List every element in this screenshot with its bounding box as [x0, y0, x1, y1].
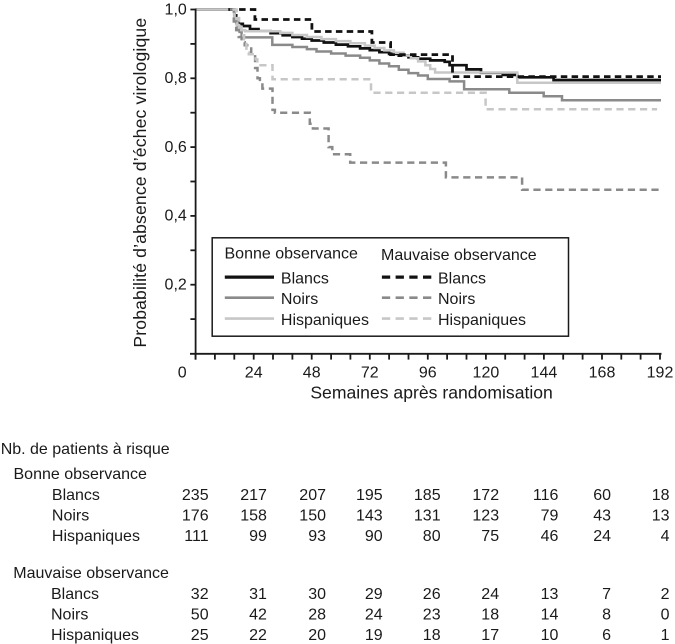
svg-text:42: 42 [249, 607, 267, 624]
svg-text:235: 235 [182, 487, 209, 504]
svg-text:46: 46 [541, 528, 559, 545]
svg-text:0: 0 [661, 607, 670, 624]
svg-text:90: 90 [365, 528, 383, 545]
svg-text:18: 18 [423, 627, 441, 644]
svg-text:79: 79 [541, 507, 559, 524]
svg-text:Bonne observance: Bonne observance [225, 246, 359, 263]
svg-text:143: 143 [356, 507, 383, 524]
svg-text:6: 6 [602, 627, 611, 644]
svg-text:2: 2 [661, 586, 670, 603]
svg-text:13: 13 [541, 586, 559, 603]
svg-text:32: 32 [191, 586, 209, 603]
svg-text:Semaines après randomisation: Semaines après randomisation [310, 382, 553, 402]
svg-text:1,0: 1,0 [165, 1, 187, 18]
svg-text:18: 18 [481, 607, 499, 624]
svg-text:96: 96 [419, 364, 437, 381]
svg-text:Nb. de patients à risque: Nb. de patients à risque [1, 441, 170, 458]
svg-text:Noirs: Noirs [281, 291, 318, 308]
svg-text:20: 20 [308, 627, 326, 644]
svg-text:10: 10 [541, 627, 559, 644]
svg-text:150: 150 [299, 507, 326, 524]
svg-text:24: 24 [365, 607, 383, 624]
svg-text:Blancs: Blancs [52, 487, 100, 504]
svg-text:0,6: 0,6 [165, 139, 187, 156]
svg-text:30: 30 [308, 586, 326, 603]
svg-text:116: 116 [533, 487, 559, 504]
svg-text:Blancs: Blancs [281, 271, 329, 288]
svg-text:28: 28 [308, 607, 326, 624]
svg-text:24: 24 [481, 586, 499, 603]
svg-text:Mauvaise observance: Mauvaise observance [13, 565, 169, 582]
svg-text:158: 158 [240, 507, 267, 524]
svg-text:Hispaniques: Hispaniques [52, 528, 140, 545]
svg-text:Hispaniques: Hispaniques [438, 312, 526, 329]
svg-text:131: 131 [414, 507, 441, 524]
svg-text:4: 4 [661, 528, 670, 545]
svg-text:7: 7 [602, 586, 611, 603]
svg-text:93: 93 [308, 528, 326, 545]
svg-text:31: 31 [249, 586, 267, 603]
svg-text:24: 24 [245, 364, 263, 381]
svg-text:23: 23 [423, 607, 441, 624]
svg-text:29: 29 [365, 586, 383, 603]
svg-text:111: 111 [184, 528, 208, 545]
svg-text:207: 207 [299, 487, 326, 504]
svg-text:168: 168 [589, 364, 616, 381]
svg-text:22: 22 [249, 627, 267, 644]
svg-text:99: 99 [249, 528, 267, 545]
svg-text:0,2: 0,2 [165, 277, 187, 294]
svg-text:Noirs: Noirs [52, 507, 89, 524]
svg-text:13: 13 [652, 507, 670, 524]
svg-text:192: 192 [647, 364, 674, 381]
svg-text:123: 123 [472, 507, 499, 524]
svg-text:24: 24 [593, 528, 611, 545]
svg-text:120: 120 [473, 364, 500, 381]
svg-text:Noirs: Noirs [438, 291, 475, 308]
svg-text:26: 26 [423, 586, 441, 603]
svg-text:Hispaniques: Hispaniques [51, 627, 139, 644]
svg-text:80: 80 [423, 528, 441, 545]
svg-text:18: 18 [652, 487, 670, 504]
svg-text:8: 8 [602, 607, 611, 624]
svg-text:14: 14 [541, 607, 559, 624]
svg-text:Noirs: Noirs [51, 607, 88, 624]
svg-text:72: 72 [361, 364, 379, 381]
svg-text:144: 144 [531, 364, 558, 381]
svg-text:0,8: 0,8 [165, 70, 187, 87]
svg-text:75: 75 [481, 528, 499, 545]
svg-text:Hispaniques: Hispaniques [281, 312, 369, 329]
svg-text:0,4: 0,4 [165, 208, 187, 225]
svg-text:176: 176 [182, 507, 209, 524]
svg-text:217: 217 [240, 487, 267, 504]
svg-text:172: 172 [472, 487, 499, 504]
svg-text:19: 19 [365, 627, 383, 644]
svg-text:50: 50 [191, 607, 209, 624]
svg-text:43: 43 [593, 507, 611, 524]
svg-text:25: 25 [191, 627, 209, 644]
svg-text:60: 60 [593, 487, 611, 504]
svg-text:48: 48 [303, 364, 321, 381]
svg-text:0: 0 [178, 364, 187, 381]
svg-text:Blancs: Blancs [51, 586, 99, 603]
svg-text:Probabilité d’absence d’échec: Probabilité d’absence d’échec virologiqu… [130, 18, 150, 348]
svg-text:1: 1 [661, 627, 670, 644]
svg-text:Mauvaise observance: Mauvaise observance [381, 247, 537, 264]
svg-text:Blancs: Blancs [438, 271, 486, 288]
svg-text:17: 17 [481, 627, 499, 644]
svg-text:185: 185 [414, 487, 441, 504]
svg-text:195: 195 [356, 487, 383, 504]
svg-text:Bonne observance: Bonne observance [14, 466, 148, 483]
